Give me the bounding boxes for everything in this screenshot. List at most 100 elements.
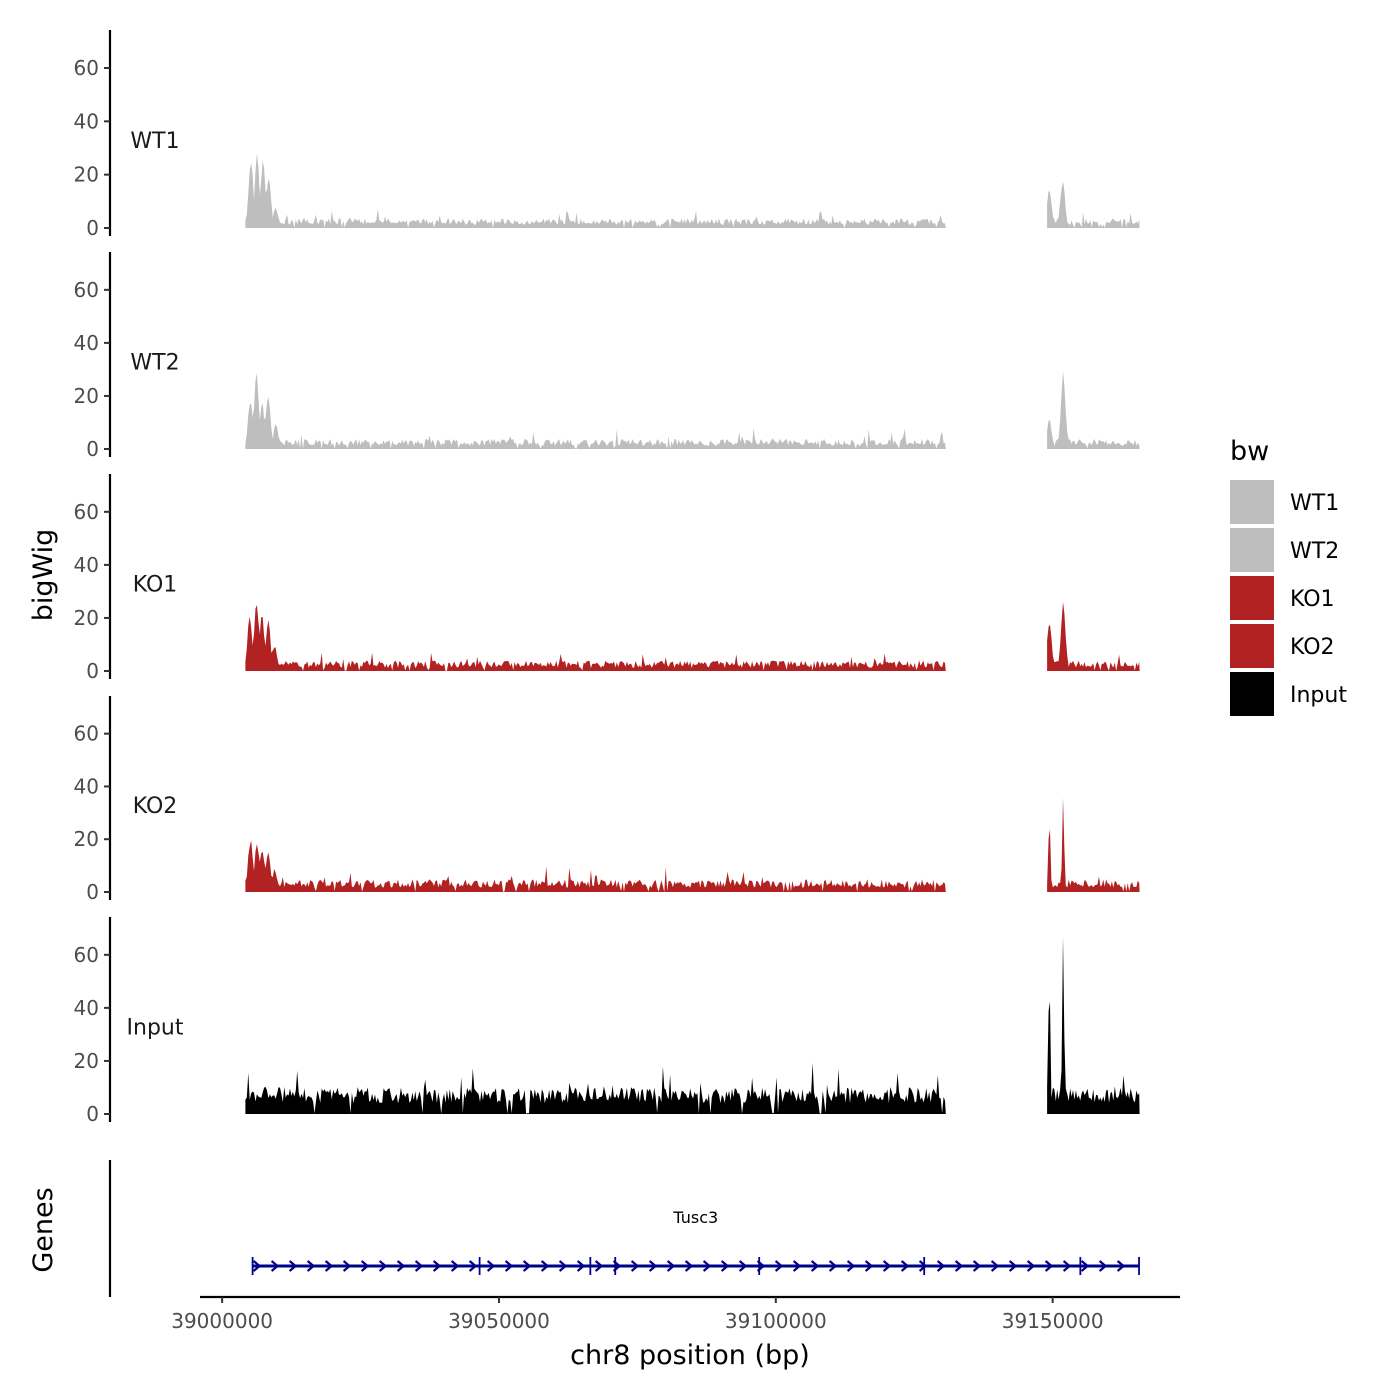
strand-arrow (594, 1260, 604, 1272)
strand-arrow (1116, 1260, 1126, 1272)
legend-swatch (1230, 672, 1274, 716)
strand-arrow (990, 1260, 1000, 1272)
x-axis-title: chr8 position (bp) (570, 1340, 810, 1371)
legend-item-ko2: KO2 (1230, 624, 1335, 668)
track-label-wt1: WT1 (130, 129, 179, 154)
legend-item-wt2: WT2 (1230, 528, 1339, 572)
strand-arrow (972, 1260, 982, 1272)
y-tick-label: 20 (74, 1049, 99, 1073)
y-tick-label: 60 (74, 56, 99, 80)
coverage-area-input-block-1 (245, 1062, 946, 1114)
legend-label: KO1 (1290, 587, 1335, 612)
y-tick-label: 20 (74, 827, 99, 851)
y-tick-label: 60 (74, 943, 99, 967)
legend-label: KO2 (1290, 635, 1335, 660)
y-tick-label: 60 (74, 278, 99, 302)
y-tick-label: 20 (74, 384, 99, 408)
strand-arrow (1044, 1260, 1054, 1272)
strand-arrow (684, 1260, 694, 1272)
coverage-area-wt2-block-1 (245, 373, 946, 449)
track-ko2: 0 20 40 60 KO2 (74, 696, 1140, 904)
track-label-ko2: KO2 (133, 794, 178, 819)
strand-arrow (252, 1260, 262, 1272)
strand-arrow (1026, 1260, 1036, 1272)
strand-arrow (792, 1260, 802, 1272)
track-ko1: 0 20 40 60 KO1 (74, 474, 1140, 683)
strand-arrow (1080, 1260, 1090, 1272)
strand-arrow (864, 1260, 874, 1272)
legend-item-ko1: KO1 (1230, 576, 1335, 620)
strand-arrow (936, 1260, 946, 1272)
strand-arrow (720, 1260, 730, 1272)
strand-arrow (576, 1260, 586, 1272)
coverage-area-ko1-block-1 (245, 605, 946, 671)
strand-arrow (900, 1260, 910, 1272)
strand-arrow (702, 1260, 712, 1272)
strand-arrow (774, 1260, 784, 1272)
coverage-area-ko1-block-2 (1047, 601, 1140, 671)
legend-swatch (1230, 528, 1274, 572)
strand-arrow (630, 1260, 640, 1272)
genes-track: Tusc3 (108, 1160, 1140, 1297)
legend-swatch (1230, 624, 1274, 668)
track-input: 0 20 40 60 Input (74, 917, 1140, 1126)
strand-arrow (270, 1260, 280, 1272)
strand-arrow (378, 1260, 388, 1272)
x-tick-label: 39150000 (1002, 1309, 1104, 1333)
strand-arrow (882, 1260, 892, 1272)
strand-arrow (288, 1260, 298, 1272)
strand-arrow (738, 1260, 748, 1272)
legend: WT1 WT2 KO1 KO2 Input (1230, 480, 1347, 716)
y-tick-label: 0 (86, 437, 99, 461)
x-tick-label: 39050000 (448, 1309, 550, 1333)
y-tick-label: 40 (74, 774, 99, 798)
y-tick-label: 0 (86, 659, 99, 683)
strand-arrow (360, 1260, 370, 1272)
strand-arrow (342, 1260, 352, 1272)
coverage-area-ko2-block-1 (245, 840, 946, 892)
legend-label: Input (1290, 683, 1347, 708)
strand-arrow (540, 1260, 550, 1272)
coverage-area-wt1-block-2 (1047, 181, 1140, 228)
strand-arrow (558, 1260, 568, 1272)
track-label-input: Input (127, 1015, 184, 1040)
y-tick-label: 0 (86, 216, 99, 240)
coverage-area-wt2-block-2 (1047, 370, 1140, 449)
x-tick-label: 39000000 (171, 1309, 273, 1333)
legend-label: WT2 (1290, 539, 1339, 564)
y-tick-label: 40 (74, 553, 99, 577)
y-tick-label: 40 (74, 109, 99, 133)
coverage-area-wt1-block-1 (245, 153, 946, 228)
track-wt2: 0 20 40 60 WT2 (74, 252, 1140, 461)
y-tick-label: 40 (74, 996, 99, 1020)
y-tick-label: 40 (74, 331, 99, 355)
legend-swatch (1230, 576, 1274, 620)
strand-arrow (666, 1260, 676, 1272)
strand-arrow (522, 1260, 532, 1272)
y-tick-label: 20 (74, 606, 99, 630)
coverage-area-ko2-block-2 (1047, 797, 1140, 892)
strand-arrow (846, 1260, 856, 1272)
genes-axis-title: Genes (28, 1187, 59, 1272)
track-wt1: 0 20 40 60 WT1 (74, 30, 1140, 240)
strand-arrow (648, 1260, 658, 1272)
strand-arrow (918, 1260, 928, 1272)
coverage-area-input-block-2 (1047, 936, 1140, 1114)
track-label-wt2: WT2 (130, 350, 179, 375)
strand-arrow (1008, 1260, 1018, 1272)
y-tick-label: 60 (74, 500, 99, 524)
y-tick-label: 20 (74, 163, 99, 187)
legend-item-wt1: WT1 (1230, 480, 1339, 524)
y-axis-title: bigWig (28, 529, 59, 622)
coverage-tracks: 0 20 40 60 WT1 0 20 40 60 WT2 0 20 40 60 KO1 0 20 40 60 KO2… (74, 30, 1140, 1126)
strand-arrow (450, 1260, 460, 1272)
x-axis: 39000000 39050000 39100000 39150000 (171, 1295, 1180, 1333)
strand-arrow (828, 1260, 838, 1272)
strand-arrow (810, 1260, 820, 1272)
strand-arrow (414, 1260, 424, 1272)
legend-label: WT1 (1290, 491, 1339, 516)
legend-item-input: Input (1230, 672, 1347, 716)
strand-arrow (396, 1260, 406, 1272)
strand-arrow (1062, 1260, 1072, 1272)
